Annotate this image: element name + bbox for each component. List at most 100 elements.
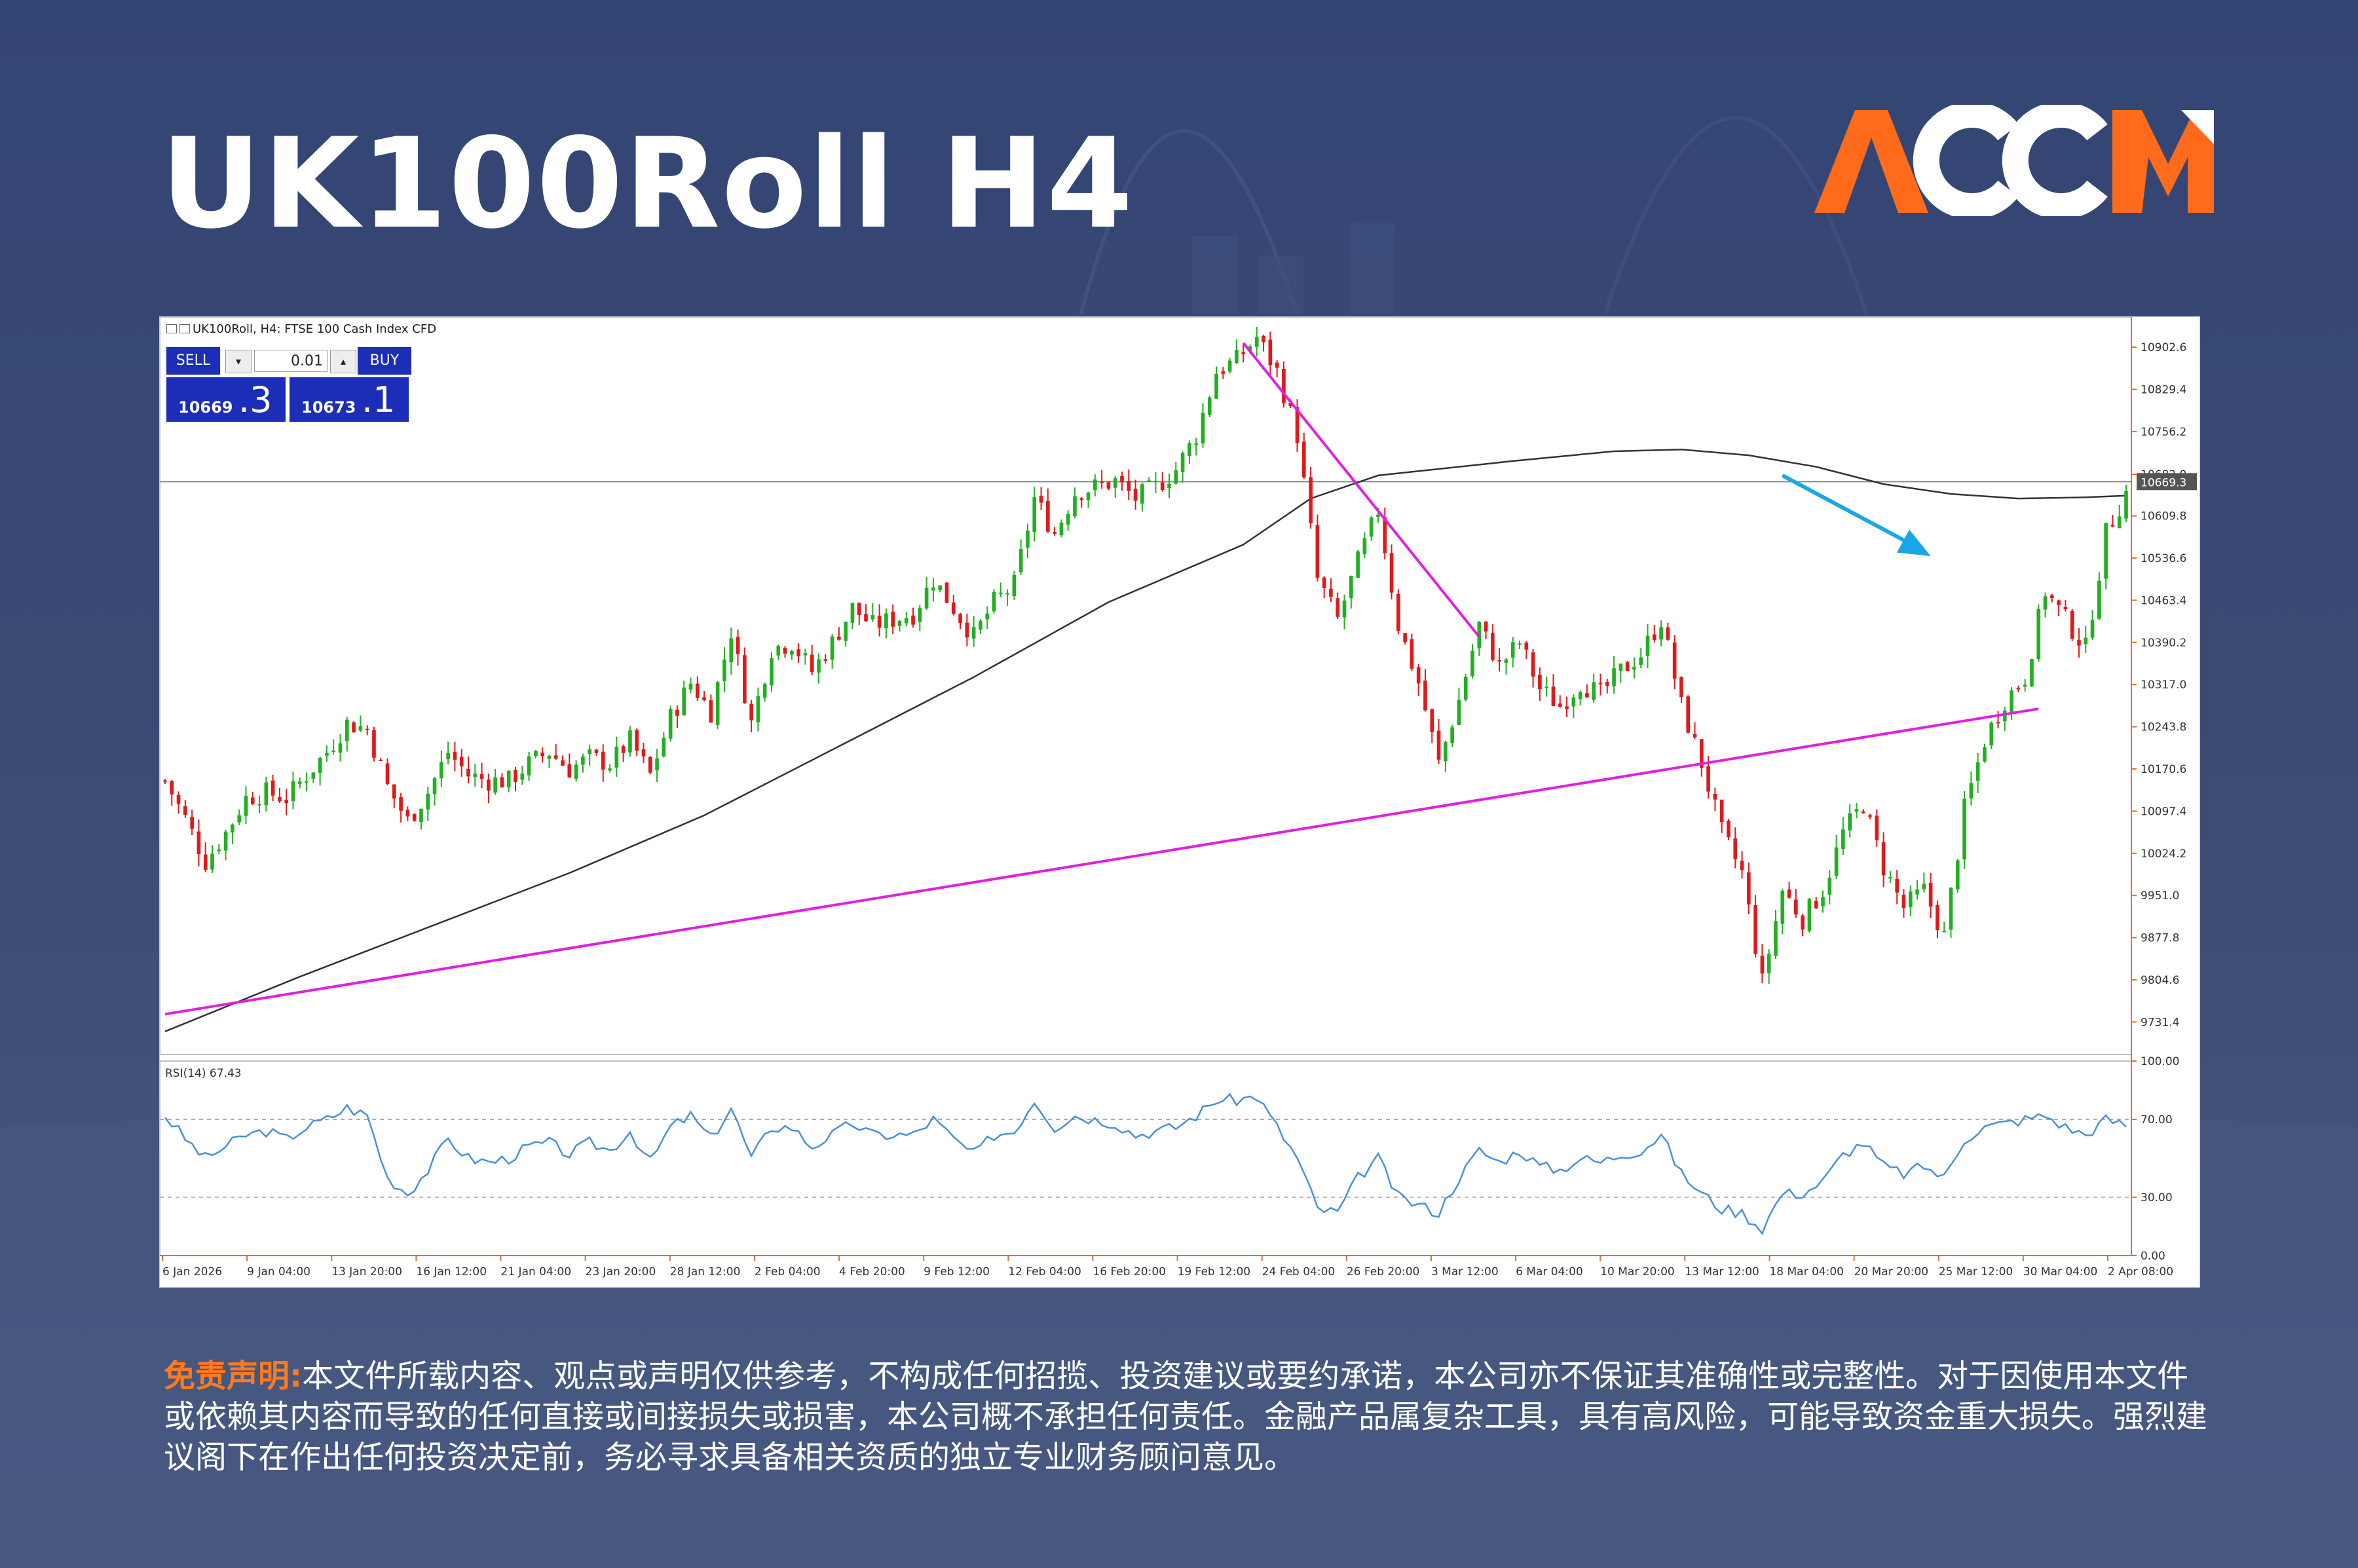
buy-price[interactable]: 10673 .1	[290, 377, 409, 422]
candle-body	[466, 768, 470, 777]
candle-body	[1699, 739, 1704, 768]
sell-button[interactable]: SELL	[166, 347, 220, 375]
candle-body	[297, 781, 302, 784]
candle-body	[2010, 690, 2013, 713]
candle-body	[1086, 493, 1091, 500]
current-price-box	[2137, 473, 2197, 491]
candle-body	[736, 637, 740, 654]
candle-body	[2057, 600, 2061, 605]
candle-body	[1821, 897, 1825, 906]
candle-body	[473, 774, 477, 777]
candle-body	[1888, 877, 1892, 879]
candle-body	[453, 751, 457, 760]
candle-body	[1955, 860, 1960, 889]
candle-body	[379, 760, 383, 762]
candle-body	[2002, 710, 2007, 722]
lot-input[interactable]: 0.01	[254, 350, 328, 372]
candle-body	[830, 636, 834, 660]
moving-average-line	[164, 449, 2127, 1032]
candle-body	[2049, 595, 2054, 598]
candle-body	[1059, 523, 1064, 536]
candle-body	[1538, 675, 1542, 690]
page-title: UK100Roll H4	[160, 111, 1134, 256]
price-tick-label: 10902.6	[2141, 341, 2186, 354]
price-tick-label: 10609.8	[2141, 510, 2186, 523]
one-click-trading-panel: SELL ▾ 0.01 ▴ BUY 10669 .3 10673 .1	[166, 347, 567, 422]
candle-body	[1012, 575, 1017, 596]
candle-body	[1180, 453, 1185, 473]
candle-body	[1167, 483, 1171, 489]
time-tick-label: 4 Feb 20:00	[839, 1265, 905, 1279]
candle-body	[540, 752, 544, 756]
rsi-line	[164, 1092, 2127, 1236]
candle-body	[1309, 477, 1313, 524]
candle-body	[1807, 899, 1812, 931]
candle-body	[547, 755, 552, 759]
candle-body	[1895, 878, 1900, 893]
time-tick-label: 23 Jan 20:00	[586, 1265, 656, 1279]
time-tick-label: 19 Feb 12:00	[1178, 1265, 1251, 1279]
candle-body	[864, 614, 868, 622]
chart-window: 10902.610829.410756.210682.010609.810536…	[159, 316, 2200, 1288]
sell-price[interactable]: 10669 .3	[166, 377, 286, 422]
buy-button[interactable]: BUY	[358, 347, 411, 375]
price-tick-label: 10317.0	[2141, 679, 2186, 692]
candle-body	[284, 800, 289, 804]
candle-body	[1356, 551, 1360, 578]
candle-body	[163, 780, 167, 782]
candle-body	[1928, 883, 1933, 907]
lot-up-icon[interactable]: ▴	[330, 350, 356, 373]
candle-body	[500, 777, 504, 788]
candle-body	[392, 784, 396, 799]
time-tick-label: 26 Feb 20:00	[1347, 1265, 1420, 1279]
candle-body	[1996, 722, 2000, 724]
lot-dropdown-icon[interactable]: ▾	[225, 350, 252, 373]
candle-body	[581, 756, 585, 765]
candle-body	[1093, 479, 1097, 491]
candle-body	[405, 810, 410, 817]
candle-body	[1430, 709, 1434, 732]
candle-body	[365, 728, 369, 730]
candle-body	[534, 751, 538, 756]
candle-body	[1301, 441, 1306, 477]
candle-body	[1133, 489, 1138, 501]
candle-body	[372, 730, 376, 758]
candle-body	[1551, 686, 1556, 706]
main-plot-frame	[160, 317, 2132, 1055]
candle-body	[553, 755, 558, 759]
candle-body	[506, 770, 511, 788]
candle-body	[662, 737, 666, 756]
candle-body	[1201, 413, 1205, 443]
candle-body	[1558, 703, 1562, 707]
candle-body	[1969, 783, 1974, 799]
candle-body	[176, 794, 181, 804]
candle-body	[648, 756, 652, 773]
candle-body	[1936, 905, 1939, 931]
candle-body	[1153, 480, 1158, 482]
candle-body	[311, 772, 316, 779]
candle-body	[574, 764, 578, 779]
candle-body	[1362, 538, 1367, 555]
candle-body	[1719, 800, 1724, 823]
candle-body	[897, 621, 902, 626]
time-tick-label: 18 Mar 04:00	[1769, 1265, 1844, 1279]
candle-body	[2036, 608, 2041, 660]
candle-body	[1686, 696, 1691, 733]
candle-body	[237, 815, 242, 823]
candle-body	[1598, 682, 1603, 684]
candle-body	[1106, 482, 1111, 489]
price-tick-label: 10536.6	[2141, 552, 2186, 565]
disclaimer-label: 免责声明:	[164, 1358, 303, 1394]
candle-body	[1975, 762, 1980, 781]
candle-body	[870, 615, 875, 620]
candle-body	[1531, 652, 1535, 677]
candle-body	[1241, 352, 1246, 354]
time-tick-label: 16 Jan 12:00	[416, 1265, 487, 1279]
candle-body	[1389, 553, 1394, 593]
candle-body	[278, 797, 282, 802]
candle-body	[1396, 593, 1400, 631]
candle-body	[1901, 895, 1906, 908]
accm-logo	[1814, 105, 2214, 216]
candle-body	[614, 746, 619, 768]
candle-body	[1949, 887, 1953, 930]
